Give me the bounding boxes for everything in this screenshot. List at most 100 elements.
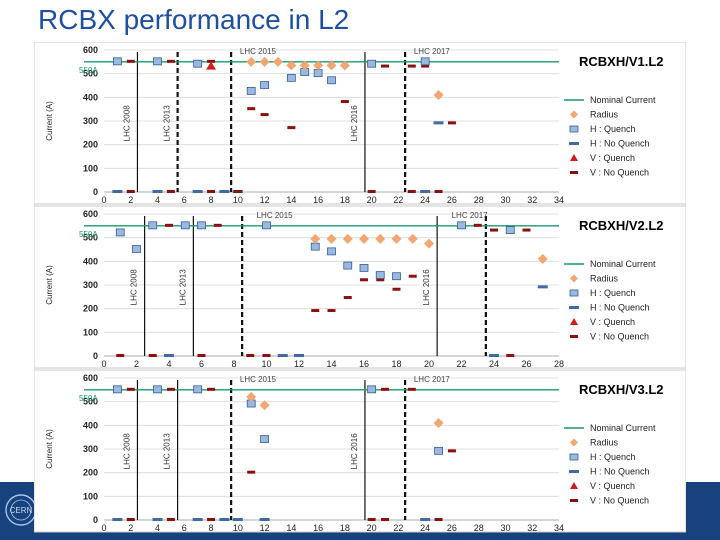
x-tick-label: 16: [313, 523, 323, 533]
y-tick-label: 200: [83, 304, 98, 314]
x-tick-label: 10: [261, 359, 271, 369]
radius-marker: [407, 233, 418, 244]
x-tick-label: 26: [447, 523, 457, 533]
x-tick-label: 28: [474, 195, 484, 205]
x-tick-label: 14: [286, 523, 296, 533]
y-tick-label: 500: [83, 397, 98, 407]
epoch-label: LHC 2017: [414, 375, 451, 384]
h-no-quench-marker: [164, 354, 174, 357]
y-tick-label: 100: [83, 327, 98, 337]
v-no-quench-marker: [197, 354, 206, 357]
radius-marker: [313, 60, 324, 71]
legend-v-quench-swatch: [570, 318, 578, 325]
x-tick-label: 14: [286, 195, 296, 205]
y-tick-label: 400: [83, 420, 98, 430]
v-no-quench-marker: [506, 354, 515, 357]
h-no-quench-marker: [219, 190, 230, 193]
v-no-quench-marker: [207, 518, 216, 521]
h-quench-marker: [367, 385, 377, 394]
chart-frame: [34, 42, 686, 205]
era-line-label: LHC 2013: [163, 105, 172, 142]
v-no-quench-marker: [367, 518, 376, 521]
radius-marker: [433, 417, 444, 428]
radius-marker: [375, 233, 386, 244]
h-no-quench-marker: [420, 190, 431, 193]
h-no-quench-marker: [152, 190, 163, 193]
radius-marker: [259, 56, 270, 67]
h-quench-marker: [327, 247, 336, 256]
radius-marker: [339, 60, 350, 71]
x-tick-label: 22: [393, 523, 403, 533]
y-tick-label: 200: [83, 140, 98, 150]
x-tick-label: 22: [393, 195, 403, 205]
legend-radius-swatch: [570, 438, 578, 447]
h-quench-marker: [112, 57, 122, 66]
h-quench-marker: [193, 59, 203, 68]
chart-title: RCBXH/V3.L2: [579, 382, 664, 397]
x-tick-label: 20: [367, 195, 377, 205]
legend-label: V : Quench: [590, 317, 635, 327]
x-tick-label: 0: [101, 359, 106, 369]
y-tick-label: 600: [83, 209, 98, 219]
v-no-quench-marker: [381, 387, 390, 391]
h-quench-marker: [392, 272, 401, 281]
h-quench-marker: [343, 261, 353, 270]
radius-marker: [537, 253, 548, 264]
y-tick-label: 200: [83, 468, 98, 478]
v-no-quench-marker: [407, 387, 416, 391]
nominal-current-label: 550A: [79, 230, 98, 239]
legend-label: H : No Quench: [590, 139, 650, 149]
radius-marker: [359, 233, 369, 244]
legend-h-quench-swatch: [569, 125, 579, 133]
x-tick-label: 30: [500, 523, 510, 533]
x-tick-label: 32: [527, 195, 537, 205]
h-quench-marker: [260, 81, 269, 89]
nominal-current-label: 550A: [79, 66, 98, 75]
x-tick-label: 16: [359, 359, 369, 369]
radius-marker: [272, 56, 283, 67]
v-no-quench-marker: [447, 449, 456, 453]
radius-marker: [286, 60, 297, 71]
v-no-quench-marker: [233, 190, 242, 193]
v-no-quench-marker: [165, 223, 173, 227]
v-no-quench-marker: [473, 223, 482, 227]
v-no-quench-marker: [340, 100, 349, 104]
v-no-quench-marker: [126, 190, 135, 193]
x-tick-label: 20: [424, 359, 434, 369]
y-tick-label: 300: [83, 280, 98, 290]
h-no-quench-marker: [294, 354, 304, 357]
v-no-quench-marker: [166, 387, 175, 391]
v-no-quench-marker: [166, 190, 175, 193]
v-no-quench-marker: [213, 223, 222, 227]
y-tick-label: 400: [83, 256, 98, 266]
x-tick-label: 26: [447, 195, 457, 205]
x-tick-label: 2: [134, 359, 139, 369]
y-tick-label: 0: [93, 515, 98, 525]
y-axis-label: Current (A): [45, 265, 54, 305]
legend-label: H : Quench: [590, 124, 636, 134]
y-tick-label: 0: [93, 187, 98, 197]
h-no-quench-marker: [152, 518, 163, 521]
h-no-quench-marker: [192, 190, 203, 193]
legend-v-quench-swatch: [570, 482, 578, 489]
legend-v-no-quench-swatch: [570, 335, 578, 338]
h-quench-marker: [327, 76, 336, 85]
x-tick-label: 18: [340, 523, 350, 533]
y-axis-label: Current (A): [45, 101, 54, 141]
h-quench-marker: [262, 221, 271, 230]
v-no-quench-marker: [262, 354, 271, 357]
legend-h-no-quench-swatch: [569, 306, 579, 309]
legend-label: Radius: [590, 438, 619, 448]
h-no-quench-marker: [537, 285, 548, 289]
h-quench-marker: [457, 221, 466, 230]
h-quench-marker: [148, 221, 158, 230]
h-no-quench-marker: [420, 518, 431, 521]
slide-title: RCBX performance in L2: [38, 4, 350, 35]
x-tick-label: 4: [166, 359, 171, 369]
h-quench-marker: [359, 264, 369, 272]
v-no-quench-marker: [166, 59, 175, 63]
x-tick-label: 24: [489, 359, 499, 369]
y-tick-label: 500: [83, 233, 98, 243]
x-tick-label: 4: [155, 195, 160, 205]
